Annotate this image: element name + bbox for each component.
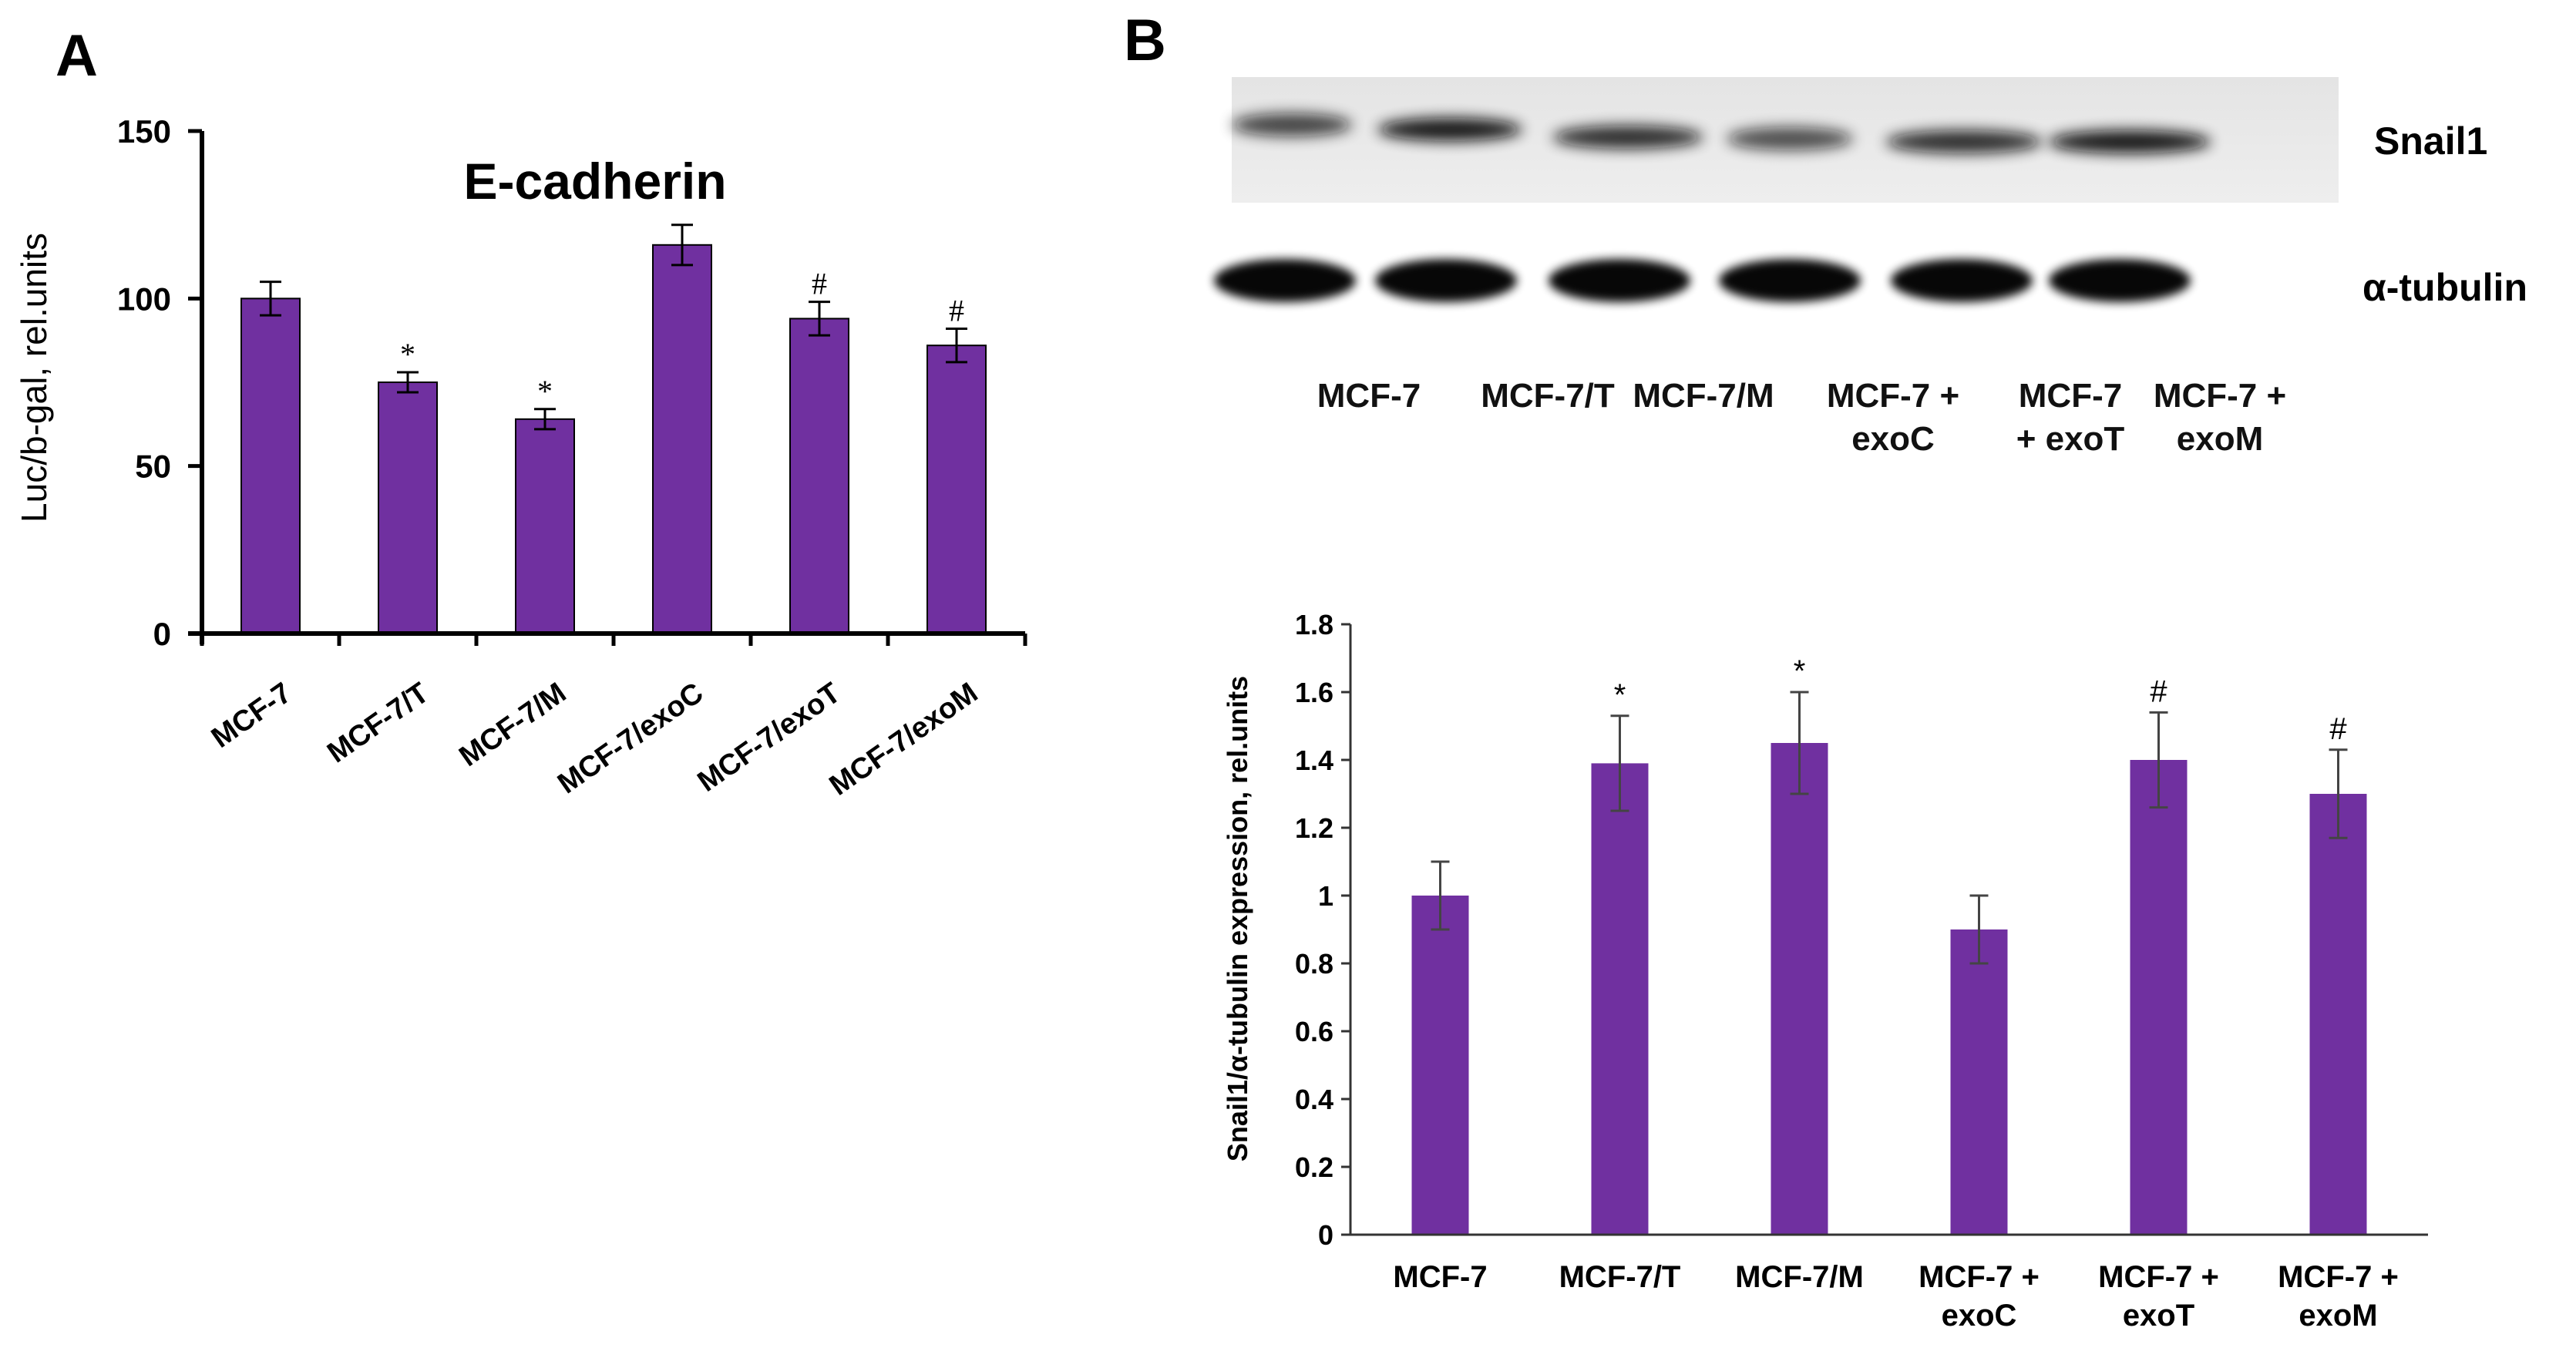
tubulin-band-1 [1214,259,1356,302]
western-blot: Snail1 α-tubulin MCF-7 MCF-7/T MCF-7/M MCF-… [1214,77,2527,458]
bar-3 [515,418,575,635]
x-tick-label-1: MCF-7 [206,677,298,755]
x-tick-label-6: MCF-7/exoM [824,677,984,802]
snail1-bands [1232,113,2211,153]
tubulin-band-6 [2049,259,2191,302]
y-tick-label-6: 1 [1318,880,1333,912]
bar-3 [1771,743,1828,1235]
tubulin-band-3 [1549,259,1690,302]
x-tick-label-5: MCF-7/exoT [692,677,847,798]
significance-mark-5: # [2150,674,2167,708]
panel-a-label: A [55,23,98,89]
y-tick-label-4: 150 [117,113,171,150]
x-tick-label-1: MCF-7 [1393,1260,1487,1294]
y-tick-label-8: 1.4 [1295,745,1333,776]
chart-a-y-axis-label: Luc/b-gal, rel.units [14,233,54,523]
blot-lane-label-3: MCF-7/M [1633,377,1774,415]
y-tick-label-3: 0.4 [1295,1084,1333,1115]
blot-lane-label-6: MCF-7 + exoM [2154,377,2286,458]
blot-lane-label-5: MCF-7 + exoT [2016,377,2125,458]
tubulin-band-4 [1719,259,1861,302]
blot-lane-labels: MCF-7 MCF-7/T MCF-7/M MCF-7 + exoC MCF-7 + exo… [1317,377,2286,458]
x-tick-label-2: MCF-7/T [1559,1260,1681,1294]
bar-4 [1950,929,2008,1235]
snail1-band-5 [1885,130,2043,153]
snail1-band-1 [1232,113,1352,136]
x-tick-label-5: MCF-7 + exoT [2098,1260,2219,1333]
x-tick-label-4: MCF-7/exoC [552,677,709,800]
y-tick-label-10: 1.8 [1295,609,1333,640]
y-tick-label-2: 50 [135,449,171,485]
chart-a-ecadherin: E-cadherin Luc/b-gal, rel.units MCF-7 * MC… [14,113,1027,802]
bar-5 [2130,760,2188,1235]
blot-lane-label-2: MCF-7/T [1481,377,1615,415]
x-tick-label-6: MCF-7 + exoM [2278,1260,2399,1333]
x-tick-label-3: MCF-7/M [1735,1260,1864,1294]
bar-5 [789,318,849,634]
tubulin-band-2 [1375,259,1517,302]
snail1-blot-label: Snail1 [2374,119,2487,163]
bar-6 [926,345,987,634]
y-tick-label-3: 100 [117,281,171,317]
bar-1 [1411,896,1469,1235]
chart-a-title: E-cadherin [463,153,726,210]
y-tick-label-4: 0.6 [1295,1016,1333,1047]
significance-mark-6: # [949,293,964,328]
y-tick-label-9: 1.6 [1295,677,1333,708]
significance-mark-2: * [400,337,415,371]
tubulin-blot-label: α-tubulin [2362,266,2527,309]
x-tick-label-3: MCF-7/M [453,677,572,773]
y-tick-label-5: 0.8 [1295,948,1333,980]
y-tick-label-2: 0.2 [1295,1151,1333,1183]
y-tick-label-1: 0 [1318,1219,1333,1251]
tubulin-band-5 [1891,259,2033,302]
snail1-band-4 [1727,127,1853,150]
x-tick-label-2: MCF-7/T [321,677,435,769]
tubulin-bands [1214,259,2191,302]
bar-1 [240,297,301,634]
snail1-band-6 [2048,130,2211,153]
snail1-band-3 [1552,126,1703,149]
bar-2 [1591,763,1649,1235]
significance-mark-5: # [812,267,827,301]
bar-2 [378,382,438,634]
blot-lane-label-1: MCF-7 [1317,377,1421,415]
significance-mark-3: * [537,374,553,408]
chart-b-y-axis-label: Snail1/α-tubulin expression, rel.units [1222,676,1253,1161]
y-tick-label-7: 1.2 [1295,812,1333,844]
significance-mark-6: # [2329,712,2347,746]
bar-6 [2309,794,2367,1235]
significance-mark-2: * [1614,678,1626,712]
chart-b-snail1: Snail1/α-tubulin expression, rel.units M… [1222,609,2428,1333]
panel-b-label: B [1124,8,1166,73]
significance-mark-3: * [1794,654,1806,688]
bar-4 [652,244,712,634]
x-tick-label-4: MCF-7 + exoC [1919,1260,2040,1333]
snail1-band-2 [1377,118,1522,141]
blot-lane-label-4: MCF-7 + exoC [1827,377,1959,458]
y-tick-label-1: 0 [153,616,171,652]
